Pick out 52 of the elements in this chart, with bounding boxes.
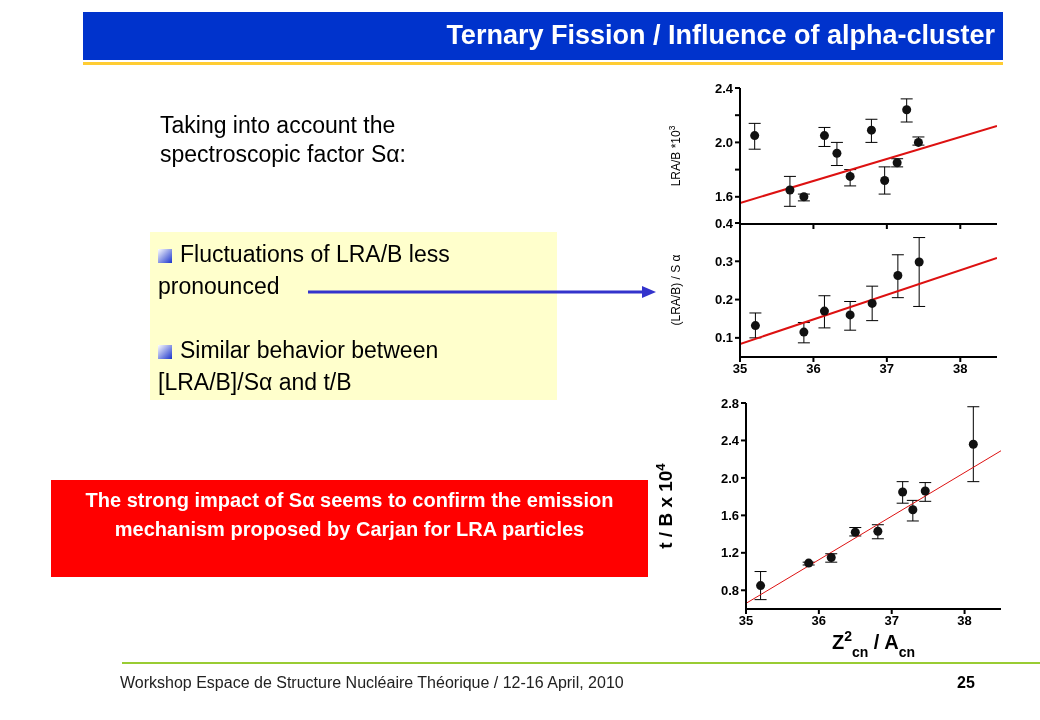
y-tick-label: 2.0 <box>720 470 739 486</box>
y-tick-label: 2.4 <box>714 80 734 96</box>
point <box>832 148 842 158</box>
x-axis-title: Z$^{2}$$_{cn}$ / A$_{cn}$ <box>831 628 916 660</box>
text: Ternary Fission / Influence of alpha-cluster <box>446 20 995 51</box>
y-tick-label: 1.2 <box>720 545 739 561</box>
text: Workshop Espace de Structure Nucléaire Théorique / 12-16 April, 2010 <box>120 674 624 692</box>
point <box>902 105 912 115</box>
y-tick-label: 0.4 <box>714 215 734 231</box>
text: Similar behavior between [LRA/B]/Sα and t/B <box>158 336 440 397</box>
x-tick-label: 35 <box>738 613 754 629</box>
y-tick-label: 1.6 <box>714 189 733 205</box>
x-tick-label: 38 <box>953 361 968 377</box>
point <box>804 558 814 568</box>
point <box>968 439 978 449</box>
x-tick-label: 36 <box>811 613 827 629</box>
point <box>756 581 766 591</box>
y-tick-label: 0.3 <box>714 253 733 269</box>
point <box>845 171 855 181</box>
y-axis-title: (LRA/B) / S α <box>669 254 683 326</box>
text: 25 <box>957 674 975 692</box>
point <box>920 486 930 496</box>
y-tick-label: 0.2 <box>714 292 733 308</box>
y-tick-label: 1.6 <box>720 507 739 523</box>
point <box>819 131 829 141</box>
x-tick-label: 35 <box>732 361 748 377</box>
point <box>873 526 883 536</box>
point <box>908 505 918 515</box>
text: The strong impact of Sα seems to confirm the emission mechanism proposed by Carjan for LRA particles <box>84 488 615 542</box>
text: Taking into account the spectroscopic factor Sα: <box>160 111 407 169</box>
x-tick-label: 38 <box>957 613 972 629</box>
point <box>867 298 877 308</box>
point <box>750 131 760 141</box>
x-tick-label: 36 <box>806 361 821 377</box>
y-tick-label: 2.0 <box>714 135 733 151</box>
point <box>799 327 809 337</box>
y-tick-label: 0.1 <box>714 330 733 346</box>
y-tick-label: 2.8 <box>720 395 739 411</box>
x-tick-label: 37 <box>884 613 899 629</box>
point <box>819 306 829 316</box>
point <box>845 310 855 320</box>
point <box>893 270 903 280</box>
text: Fluctuations of LRA/B less pronounced <box>158 240 451 301</box>
point <box>898 487 908 497</box>
point <box>880 175 890 185</box>
x-tick-label: 37 <box>879 361 895 377</box>
point <box>750 321 760 331</box>
point <box>866 125 876 135</box>
point <box>785 185 795 195</box>
y-tick-label: 2.4 <box>720 433 740 449</box>
y-tick-label: 0.8 <box>720 582 739 598</box>
point <box>914 257 924 267</box>
